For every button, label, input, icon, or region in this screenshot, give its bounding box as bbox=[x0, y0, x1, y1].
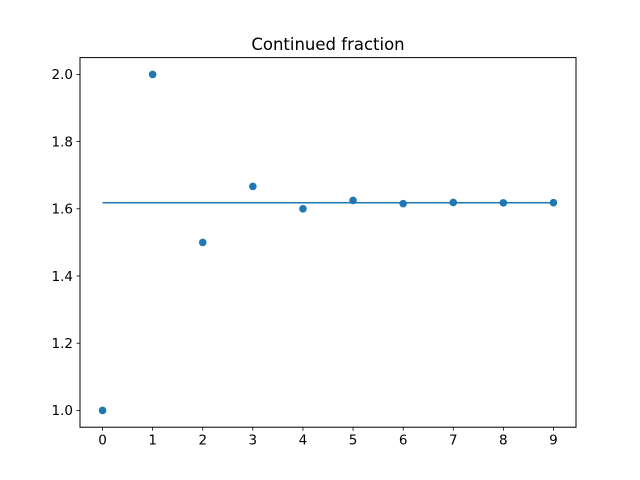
x-tick-label: 3 bbox=[249, 433, 258, 449]
y-tick-label: 1.0 bbox=[52, 403, 73, 419]
x-tick-label: 4 bbox=[299, 433, 308, 449]
x-tick-label: 9 bbox=[549, 433, 558, 449]
y-tick-label: 2.0 bbox=[52, 67, 73, 83]
x-tick-label: 0 bbox=[98, 433, 107, 449]
x-tick-label: 8 bbox=[499, 433, 508, 449]
x-tick-label: 7 bbox=[449, 433, 458, 449]
data-point bbox=[249, 182, 257, 191]
axes-frame bbox=[79, 57, 577, 428]
data-point bbox=[98, 406, 107, 415]
data-point bbox=[349, 196, 357, 205]
x-tick-label: 2 bbox=[198, 433, 207, 449]
data-point bbox=[299, 205, 307, 213]
y-tick-label: 1.4 bbox=[52, 269, 73, 285]
plot-area: 0 1 2 3 4 5 6 7 8 9 1.0 1.2 1.4 1.6 1.8 2.0 bbox=[52, 57, 577, 449]
x-tick-label: 5 bbox=[349, 433, 358, 449]
y-tick-label: 1.8 bbox=[52, 134, 73, 150]
y-tick-label: 1.6 bbox=[52, 202, 73, 218]
data-point bbox=[499, 199, 508, 207]
x-tick-label: 6 bbox=[399, 433, 408, 449]
y-tick-label: 1.2 bbox=[52, 336, 73, 352]
data-point bbox=[148, 70, 157, 79]
x-tick-label: 1 bbox=[148, 433, 157, 449]
chart-title: Continued fraction bbox=[251, 35, 404, 54]
data-point bbox=[549, 198, 558, 207]
data-point bbox=[449, 198, 458, 207]
data-point bbox=[399, 199, 407, 208]
data-point bbox=[198, 238, 207, 247]
